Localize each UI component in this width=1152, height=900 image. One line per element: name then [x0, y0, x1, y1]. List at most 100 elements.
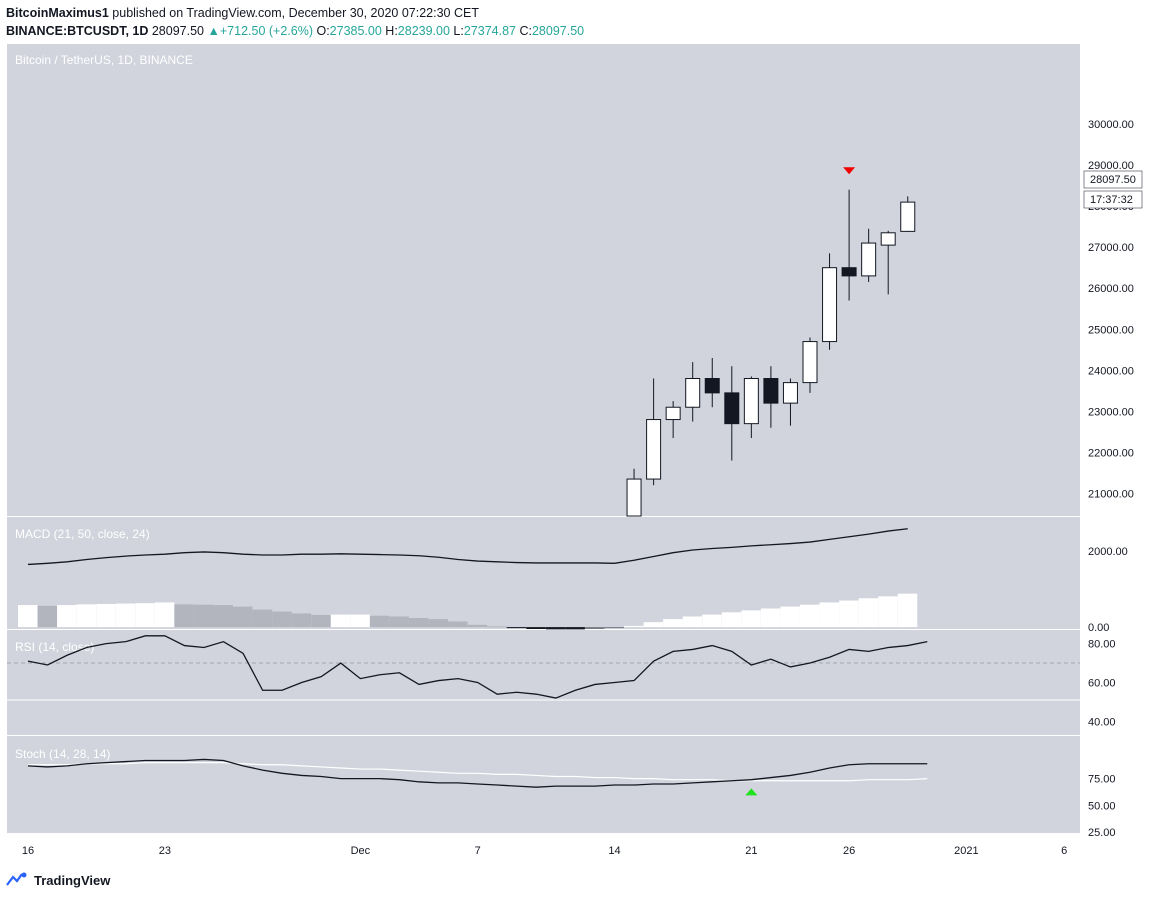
time-tick-label: 2021: [954, 845, 978, 857]
candle-body: [665, 406, 681, 421]
candle-body: [861, 242, 877, 277]
rsi-tick-label: 80.00: [1088, 639, 1116, 651]
chart-title: Bitcoin / TetherUS, 1D, BINANCE: [15, 53, 193, 67]
macd-histogram-bar: [115, 603, 136, 628]
time-tick-label: 21: [745, 845, 757, 857]
stoch-tick-label: 50.00: [1088, 800, 1116, 812]
macd-histogram-bar: [800, 604, 820, 628]
signals: [745, 167, 856, 796]
time-tick-label: 26: [843, 845, 855, 857]
candle-body: [900, 201, 916, 232]
macd-histogram-bar: [409, 617, 429, 628]
macd-histogram-bar: [18, 605, 38, 628]
macd-histogram-bar: [252, 609, 273, 628]
candle-body: [782, 382, 798, 404]
macd-histogram-bar: [702, 614, 722, 628]
time-tick-label: 23: [159, 845, 171, 857]
macd-line: [27, 528, 908, 566]
low-value: 27374.87: [463, 24, 516, 38]
candle-body: [704, 378, 720, 394]
ohlc-line: BINANCE:BTCUSDT, 1D 28097.50 ▲+712.50 (+…: [6, 22, 584, 40]
footer: TradingView: [6, 872, 110, 888]
high-label: H:: [385, 24, 398, 38]
macd-histogram-bar: [174, 604, 194, 628]
macd-histogram-bar: [448, 621, 468, 628]
rsi-series: 80.00 60.00 40.00: [7, 635, 1116, 728]
macd-histogram-bar: [135, 603, 155, 628]
stoch-series: 75.00 50.00 25.00: [27, 758, 1116, 839]
macd-histogram-bar: [624, 625, 644, 628]
stoch-k-line: [27, 758, 928, 788]
macd-histogram-bar: [350, 614, 370, 628]
macd-histogram-bar: [154, 602, 175, 628]
macd-histogram-bar: [96, 603, 116, 628]
price-tick-label: 23000.00: [1088, 406, 1134, 418]
time-tick-label: 14: [608, 845, 620, 857]
macd-histogram-bar: [565, 627, 585, 630]
currency-label: USDT: [1096, 54, 1123, 65]
buy-signal-arrow: [745, 788, 758, 796]
published-text: published on TradingView.com, December 3…: [112, 6, 479, 20]
candle-body: [646, 419, 662, 480]
macd-histogram-bar: [369, 615, 390, 628]
time-tick-label: 16: [22, 845, 34, 857]
price-pane-bg: [7, 44, 1080, 516]
high-value: 28239.00: [397, 24, 450, 38]
close-value: 28097.50: [531, 24, 585, 38]
candle-body: [841, 267, 857, 277]
time-tick-label: Dec: [351, 845, 371, 857]
candle-body: [685, 378, 701, 408]
candles: [626, 189, 916, 517]
macd-tick-label: 2000.00: [1088, 546, 1128, 558]
stoch-d-line: [28, 762, 928, 782]
macd-histogram-bar: [526, 627, 546, 629]
macd-histogram-bar: [213, 605, 233, 628]
macd-histogram-bar: [37, 605, 58, 628]
macd-tick-label: 0.00: [1088, 622, 1109, 634]
candle-body: [822, 267, 838, 343]
macd-histogram-bar: [819, 602, 840, 628]
macd-histogram-bar: [878, 596, 898, 628]
symbol-label: BINANCE:BTCUSDT, 1D: [6, 24, 149, 38]
macd-label: MACD (21, 50, close, 24): [15, 527, 150, 541]
time-axis[interactable]: 16 23 Dec 7 14 21 26 2021 6: [22, 845, 1067, 857]
macd-histogram-bar: [545, 627, 566, 630]
last-price-label: 28097.50: [1090, 174, 1136, 186]
price-tick-label: 27000.00: [1088, 242, 1134, 254]
macd-histogram-bar: [291, 613, 312, 628]
publisher-line: BitcoinMaximus1 published on TradingView…: [6, 4, 584, 22]
macd-histogram-bar: [428, 619, 449, 628]
rsi-label: RSI (14, close): [15, 640, 94, 654]
macd-histogram-bar: [467, 624, 488, 628]
price-tick-label: 24000.00: [1088, 365, 1134, 377]
price-tick-label: 22000.00: [1088, 447, 1134, 459]
stoch-tick-label: 25.00: [1088, 827, 1116, 839]
macd-histogram-bar: [272, 611, 292, 628]
chart-header: BitcoinMaximus1 published on TradingView…: [6, 4, 584, 40]
candle-body: [743, 378, 759, 425]
publisher-name[interactable]: BitcoinMaximus1: [6, 6, 109, 20]
macd-histogram-bar: [839, 600, 859, 628]
macd-histogram-bar: [741, 610, 761, 628]
macd-histogram-bar: [57, 605, 77, 628]
macd-histogram-bar: [643, 622, 664, 628]
chart-canvas[interactable]: Bitcoin / TetherUS, 1D, BINANCE USDT MAC…: [0, 0, 1152, 862]
macd-series: 2000.00 0.00: [18, 528, 1128, 634]
candle-body: [880, 232, 896, 246]
price-change: +712.50 (+2.6%): [219, 24, 313, 38]
macd-histogram-bar: [897, 593, 918, 628]
macd-histogram-bar: [584, 627, 605, 629]
countdown-label: 17:37:32: [1090, 194, 1133, 206]
macd-histogram-bar: [76, 604, 97, 628]
price-tick-label: 29000.00: [1088, 160, 1134, 172]
footer-brand[interactable]: TradingView: [34, 872, 111, 888]
last-price-tag: 28097.50 17:37:32: [1083, 170, 1143, 209]
last-price: 28097.50: [151, 24, 204, 38]
time-tick-label: 6: [1061, 845, 1067, 857]
tradingview-logo-icon[interactable]: [6, 872, 28, 888]
candle-body: [763, 378, 779, 404]
price-axis[interactable]: 30000.0029000.0028000.0027000.0026000.00…: [1088, 119, 1134, 500]
price-tick-label: 26000.00: [1088, 283, 1134, 295]
macd-histogram-bar: [193, 604, 214, 628]
candle-body: [724, 392, 740, 425]
